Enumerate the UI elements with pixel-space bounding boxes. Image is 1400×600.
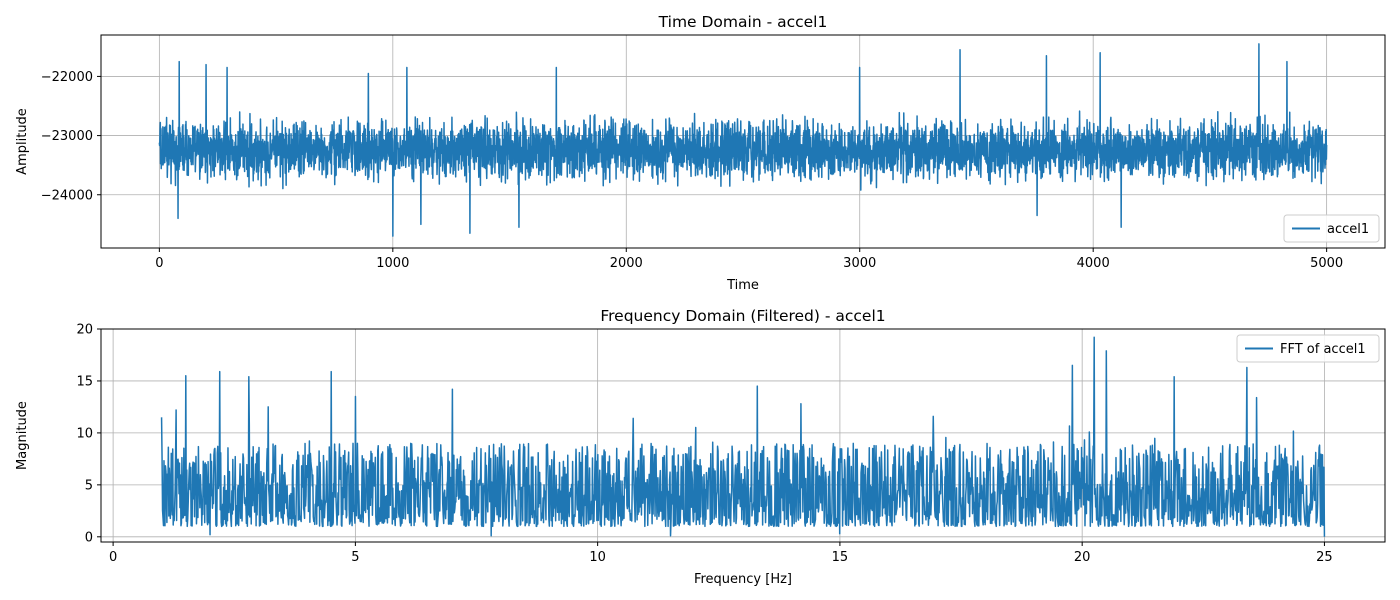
series-line-accel1: [158, 43, 1328, 237]
x-tick-label: 2000: [610, 256, 643, 271]
frequency-domain-chart: 0 5 10 15 20 25 0 5 10 15 20 Frequency Domain (Filt…: [15, 307, 1386, 587]
x-axis-label: Frequency [Hz]: [694, 572, 792, 587]
x-tick-label: 5000: [1310, 256, 1343, 271]
chart-title: Frequency Domain (Filtered) - accel1: [600, 307, 885, 325]
y-tick-label: 5: [85, 478, 93, 493]
x-tick-label: 0: [155, 256, 163, 271]
y-tick-label: −24000: [41, 188, 93, 203]
time-domain-chart: 0 1000 2000 3000 4000 5000 −22000 −23000 −24000 T…: [15, 13, 1386, 293]
legend: FFT of accel1: [1236, 334, 1380, 363]
x-axis-label: Time: [726, 278, 759, 293]
x-tick-label: 10: [589, 550, 606, 565]
y-axis-label: Magnitude: [15, 401, 30, 470]
legend: accel1: [1283, 214, 1380, 243]
y-tick-label: 20: [76, 323, 93, 338]
y-tick-label: 15: [76, 374, 93, 389]
x-tick-label: 15: [832, 550, 849, 565]
x-tick-label: 25: [1316, 550, 1333, 565]
y-axis-label: Amplitude: [15, 108, 30, 175]
legend-box: [1236, 334, 1380, 363]
y-tick-label: −23000: [41, 129, 93, 144]
x-tick-label: 1000: [376, 256, 409, 271]
legend-label: accel1: [1327, 222, 1369, 237]
axes-frame: [100, 328, 1386, 543]
x-tick-label: 3000: [843, 256, 876, 271]
axes-frame: [100, 34, 1386, 249]
y-tick-label: 0: [85, 530, 93, 545]
x-tick-label: 4000: [1077, 256, 1110, 271]
y-tick-label: 10: [76, 426, 93, 441]
series-line-fft-accel1: [160, 336, 1326, 537]
chart-title: Time Domain - accel1: [658, 13, 828, 31]
y-tick-label: −22000: [41, 70, 93, 85]
x-tick-label: 20: [1074, 550, 1091, 565]
x-tick-label: 0: [109, 550, 117, 565]
legend-label: FFT of accel1: [1280, 342, 1366, 357]
x-tick-label: 5: [351, 550, 359, 565]
legend-box: [1283, 214, 1380, 243]
